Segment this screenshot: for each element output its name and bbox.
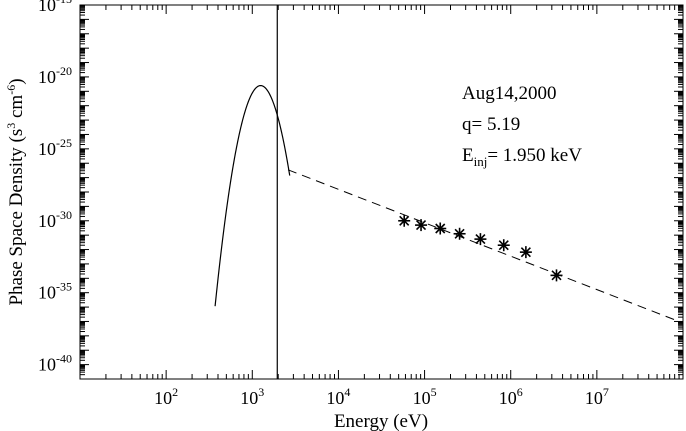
x-tick-label: 105 xyxy=(413,385,437,408)
data-point-marker xyxy=(453,227,466,240)
x-tick-label: 103 xyxy=(240,385,264,408)
y-tick-label: 10-30 xyxy=(38,208,72,231)
data-point-marker xyxy=(398,214,411,227)
y-axis-title: Phase Space Density (s3 cm-6) xyxy=(4,78,27,305)
data-point-marker xyxy=(415,219,428,232)
annotation-q: q= 5.19 xyxy=(462,114,520,135)
x-tick-label: 102 xyxy=(154,385,178,408)
annotation-date: Aug14,2000 xyxy=(462,83,556,104)
data-point-marker xyxy=(497,239,510,252)
x-tick-label: 106 xyxy=(499,385,523,408)
axis-ticks xyxy=(79,5,683,380)
plot-area xyxy=(214,5,683,379)
data-point-marker xyxy=(550,269,563,282)
y-tick-label: 10-25 xyxy=(38,136,72,159)
y-tick-label: 10-15 xyxy=(38,0,72,15)
x-axis-title: Energy (eV) xyxy=(334,411,428,431)
annotation-block: Aug14,2000 q= 5.19 Einj= 1.950 keV xyxy=(462,83,582,169)
data-point-marker xyxy=(434,222,447,235)
plot-frame xyxy=(79,4,684,380)
y-tick-label: 10-35 xyxy=(38,280,72,303)
y-tick-label: 10-40 xyxy=(38,352,72,375)
x-tick-label: 104 xyxy=(326,385,350,408)
data-point-marker xyxy=(519,246,532,259)
data-point-marker xyxy=(474,233,487,246)
annotation-einj-sub: inj xyxy=(474,154,488,169)
maxwellian-curve xyxy=(214,84,291,307)
axis-tick-labels: 102 103 104 105 106 107 10-40 10-35 10-30 10-25 10… xyxy=(38,0,609,408)
y-tick-label: 10-20 xyxy=(38,64,72,87)
x-tick-label: 107 xyxy=(585,385,609,408)
power-law-fit-line xyxy=(287,169,683,324)
annotation-einj: Einj= 1.950 keV xyxy=(462,145,582,169)
